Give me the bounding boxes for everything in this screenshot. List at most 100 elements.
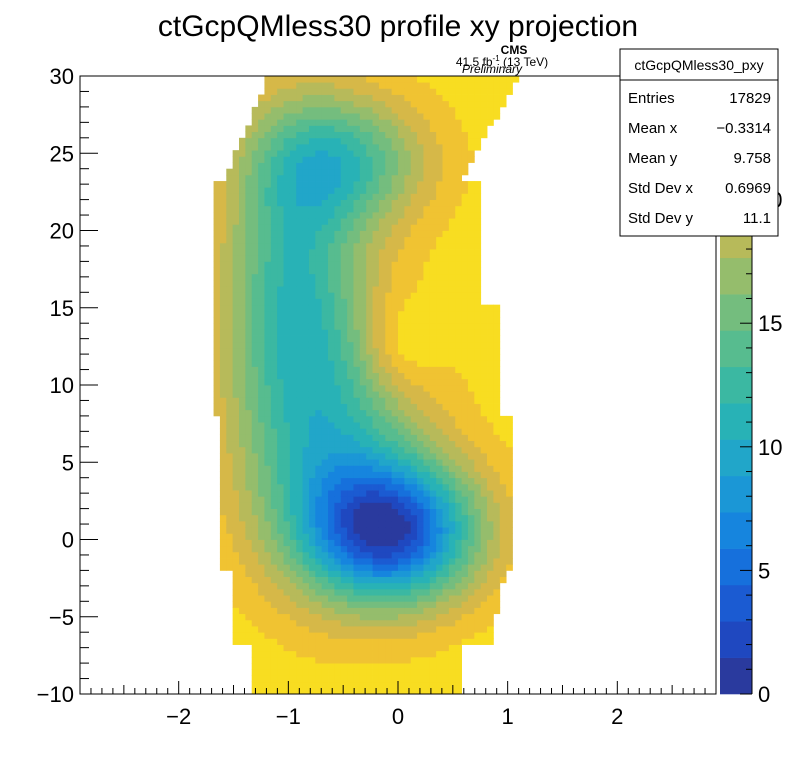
heatmap-cell <box>461 335 469 343</box>
heatmap-cell <box>308 471 316 479</box>
heatmap-cell <box>436 292 443 299</box>
heatmap-cell <box>429 168 437 176</box>
heatmap-cell <box>461 508 469 516</box>
heatmap-cell <box>270 607 278 615</box>
heatmap-cell <box>448 174 456 182</box>
heatmap-cell <box>429 415 437 423</box>
heatmap-cell <box>385 279 393 287</box>
heatmap-cell <box>442 656 450 664</box>
heatmap-cell <box>372 533 380 540</box>
heatmap-cell <box>264 168 272 176</box>
heatmap-cell <box>410 520 418 528</box>
heatmap-cell <box>467 527 475 534</box>
heatmap-cell <box>461 224 469 231</box>
heatmap-cell <box>328 613 335 621</box>
heatmap-cell <box>448 366 456 374</box>
heatmap-cell <box>372 483 380 491</box>
heatmap-cell <box>264 496 272 503</box>
heatmap-cell <box>328 656 335 664</box>
heatmap-cell <box>334 94 342 102</box>
heatmap-cell <box>289 162 297 170</box>
heatmap-cell <box>429 143 437 151</box>
heatmap-cell <box>372 403 380 411</box>
heatmap-cell <box>493 607 501 615</box>
heatmap-cell <box>474 88 482 95</box>
heatmap-cell <box>398 174 405 182</box>
heatmap-cell <box>429 465 437 472</box>
heatmap-cell <box>239 428 246 435</box>
heatmap-cell <box>410 477 418 485</box>
heatmap-cell <box>315 255 323 262</box>
heatmap-cell <box>359 669 367 676</box>
heatmap-cell <box>493 601 501 608</box>
heatmap-cell <box>258 428 265 435</box>
heatmap-cell <box>461 150 469 157</box>
heatmap-cell <box>334 106 342 114</box>
heatmap-cell <box>404 415 412 423</box>
heatmap-cell <box>480 119 488 126</box>
heatmap-cell <box>467 113 475 120</box>
heatmap-cell <box>283 273 291 281</box>
heatmap-cell <box>232 452 240 460</box>
heatmap-cell <box>251 582 259 590</box>
heatmap-cell <box>289 582 297 590</box>
heatmap-cell <box>245 298 253 306</box>
heatmap-cell <box>245 440 253 448</box>
heatmap-cell <box>251 205 259 213</box>
heatmap-cell <box>417 465 424 472</box>
heatmap-cell <box>251 249 259 256</box>
heatmap-cell <box>366 279 373 287</box>
heatmap-cell <box>264 663 272 670</box>
heatmap-cell <box>315 156 323 163</box>
heatmap-cell <box>410 502 418 509</box>
heatmap-cell <box>461 545 469 553</box>
heatmap-cell <box>334 607 342 615</box>
heatmap-cell <box>270 236 278 244</box>
heatmap-cell <box>277 193 284 200</box>
heatmap-cell <box>296 644 303 652</box>
heatmap-cell <box>239 490 246 497</box>
heatmap-cell <box>467 440 475 448</box>
heatmap-cell <box>264 193 272 200</box>
heatmap-cell <box>423 496 431 503</box>
heatmap-cell <box>334 409 342 417</box>
heatmap-cell <box>239 570 246 577</box>
heatmap-cell <box>264 527 272 534</box>
heatmap-cell <box>467 211 475 219</box>
heatmap-cell <box>232 292 240 299</box>
heatmap-cell <box>448 372 456 380</box>
heatmap-cell <box>417 477 424 485</box>
heatmap-cell <box>391 279 399 287</box>
heatmap-cell <box>372 218 380 225</box>
heatmap-cell <box>302 88 310 95</box>
heatmap-cell <box>436 181 443 188</box>
heatmap-cell <box>340 663 348 670</box>
heatmap-cell <box>423 125 431 133</box>
heatmap-cell <box>398 440 405 448</box>
heatmap-cell <box>506 82 513 89</box>
heatmap-cell <box>423 471 431 479</box>
heatmap-cell <box>264 434 272 442</box>
heatmap-cell <box>359 255 367 262</box>
heatmap-cell <box>359 236 367 244</box>
heatmap-cell <box>480 100 488 108</box>
heatmap-cell <box>385 527 393 534</box>
heatmap-cell <box>321 626 329 633</box>
heatmap-cell <box>353 663 361 670</box>
heatmap-cell <box>487 323 494 330</box>
heatmap-cell <box>289 211 297 219</box>
x-tick-label: −1 <box>276 704 301 729</box>
heatmap-cell <box>213 286 221 293</box>
heatmap-cell <box>289 354 297 361</box>
heatmap-cell <box>372 502 380 509</box>
heatmap-cell <box>353 100 361 108</box>
heatmap-cell <box>340 520 348 528</box>
heatmap-cell <box>334 483 342 491</box>
heatmap-cell <box>480 613 488 621</box>
heatmap-cell <box>448 588 456 596</box>
heatmap-cell <box>315 279 323 287</box>
heatmap-cell <box>213 181 221 188</box>
heatmap-cell <box>340 378 348 386</box>
heatmap-cell <box>302 669 310 676</box>
heatmap-cell <box>308 242 316 250</box>
